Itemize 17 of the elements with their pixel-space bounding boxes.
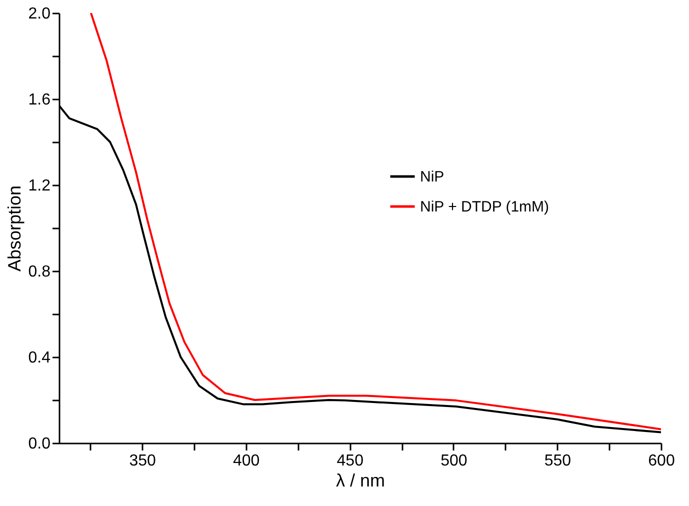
x-tick-label: 600 [648, 452, 675, 470]
x-tick-label: 500 [440, 452, 468, 470]
legend-label: NiP [420, 168, 444, 186]
y-tick-label: 2.0 [28, 6, 51, 22]
x-tick-label: 350 [129, 452, 156, 470]
x-tick-label: 400 [232, 452, 260, 470]
x-tick-label: 450 [336, 452, 364, 470]
x-tick-label: 550 [544, 452, 572, 470]
y-tick-label: 1.2 [28, 178, 51, 194]
y-tick-label: 0.8 [28, 264, 51, 280]
legend-label: NiP + DTDP (1mM) [420, 198, 550, 216]
y-tick-label: 0.0 [28, 436, 51, 452]
line-series [90, 13, 661, 430]
y-axis-title: Absorption [4, 185, 24, 272]
y-tick-label: 0.4 [28, 350, 51, 366]
x-axis-title: λ / nm [336, 470, 386, 490]
y-tick-label: 1.6 [28, 92, 51, 108]
